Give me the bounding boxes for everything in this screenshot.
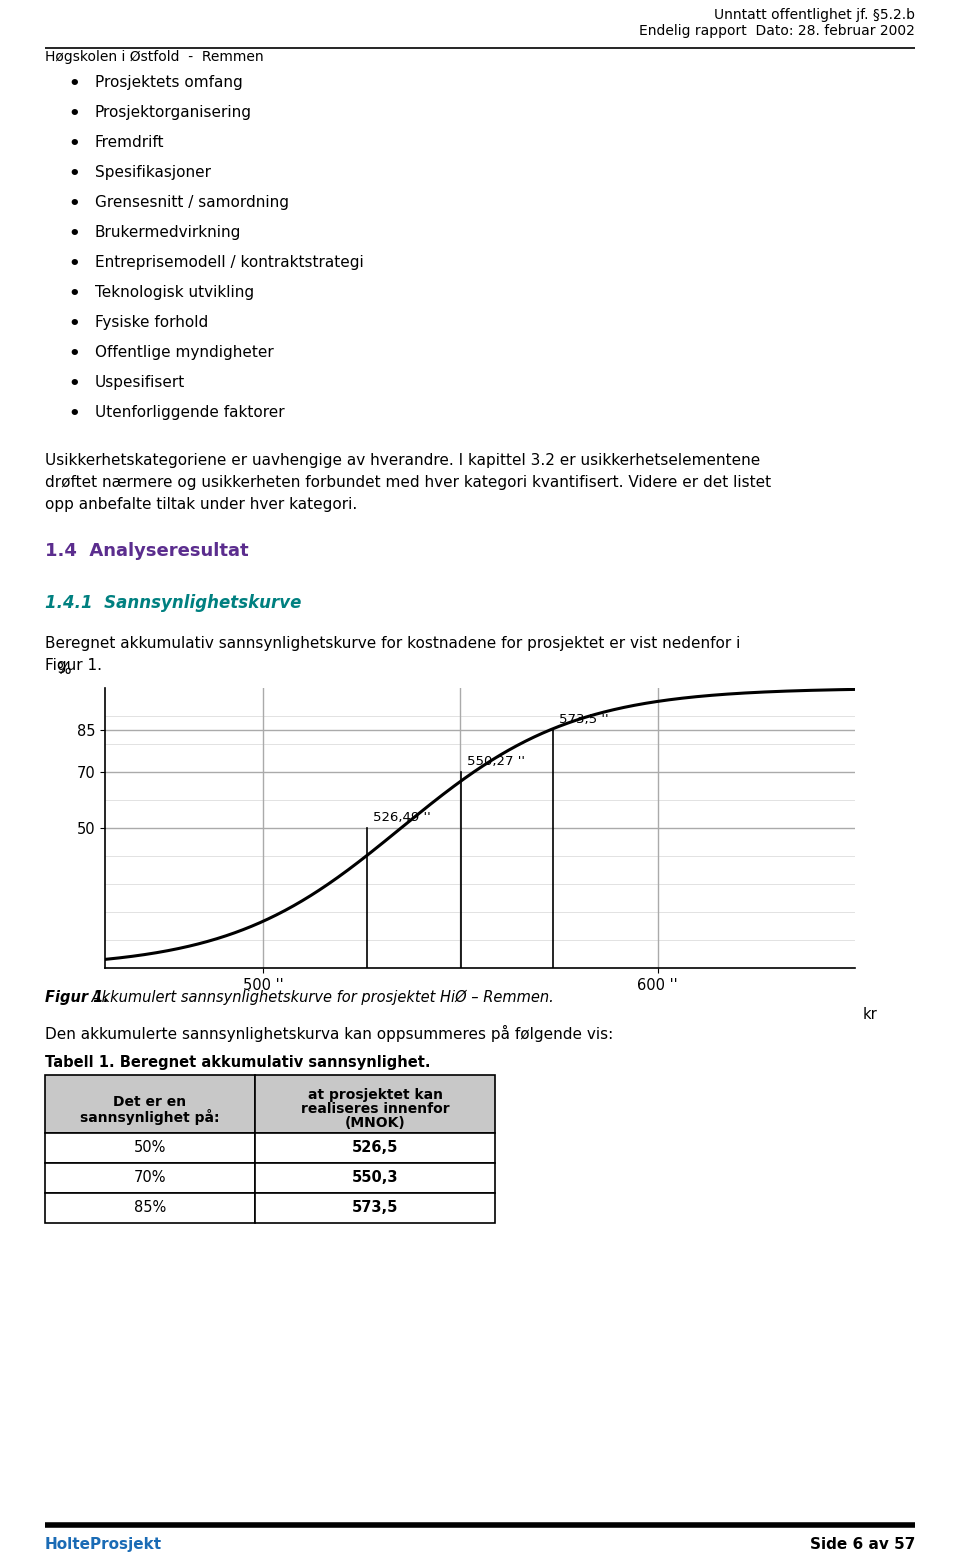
Text: •: • — [68, 255, 80, 273]
Text: Brukermedvirkning: Brukermedvirkning — [95, 226, 241, 240]
Text: 50%: 50% — [133, 1139, 166, 1155]
Text: 70%: 70% — [133, 1169, 166, 1185]
Text: 526,5: 526,5 — [351, 1139, 398, 1155]
Text: Den akkumulerte sannsynlighetskurva kan oppsummeres på følgende vis:: Den akkumulerte sannsynlighetskurva kan … — [45, 1025, 613, 1042]
Text: Fysiske forhold: Fysiske forhold — [95, 315, 208, 331]
Text: Utenforliggende faktorer: Utenforliggende faktorer — [95, 404, 284, 420]
Text: 526,49 '': 526,49 '' — [373, 810, 431, 824]
Text: Det er en: Det er en — [113, 1095, 186, 1109]
Bar — [255, 1075, 495, 1133]
Text: Grensesnitt / samordning: Grensesnitt / samordning — [95, 194, 289, 210]
Text: Endelig rapport  Dato: 28. februar 2002: Endelig rapport Dato: 28. februar 2002 — [639, 24, 915, 38]
Text: Prosjektets omfang: Prosjektets omfang — [95, 75, 243, 89]
Bar — [255, 1133, 495, 1163]
Text: Prosjektorganisering: Prosjektorganisering — [95, 105, 252, 121]
Text: HolteProsjekt: HolteProsjekt — [45, 1537, 162, 1551]
Text: 85%: 85% — [133, 1199, 166, 1214]
Text: realiseres innenfor: realiseres innenfor — [300, 1102, 449, 1116]
Bar — [255, 1163, 495, 1192]
Text: Teknologisk utvikling: Teknologisk utvikling — [95, 285, 254, 299]
Text: •: • — [68, 226, 80, 243]
Text: Spesifikasjoner: Spesifikasjoner — [95, 165, 211, 180]
Text: opp anbefalte tiltak under hver kategori.: opp anbefalte tiltak under hver kategori… — [45, 497, 357, 512]
Text: kr: kr — [863, 1008, 877, 1022]
Text: •: • — [68, 285, 80, 302]
Text: •: • — [68, 194, 80, 213]
Text: Tabell 1. Beregnet akkumulativ sannsynlighet.: Tabell 1. Beregnet akkumulativ sannsynli… — [45, 1055, 430, 1070]
Bar — [45, 1075, 255, 1133]
Text: Entreprisemodell / kontraktstrategi: Entreprisemodell / kontraktstrategi — [95, 255, 364, 270]
Text: •: • — [68, 315, 80, 334]
Text: Beregnet akkumulativ sannsynlighetskurve for kostnadene for prosjektet er vist n: Beregnet akkumulativ sannsynlighetskurve… — [45, 636, 740, 650]
Text: Offentlige myndigheter: Offentlige myndigheter — [95, 345, 274, 360]
Text: 573,5 '': 573,5 '' — [559, 713, 609, 726]
Text: •: • — [68, 404, 80, 423]
Bar — [45, 1192, 255, 1222]
Text: •: • — [68, 75, 80, 92]
Text: Unntatt offentlighet jf. §5.2.b: Unntatt offentlighet jf. §5.2.b — [714, 8, 915, 22]
Text: at prosjektet kan: at prosjektet kan — [307, 1087, 443, 1102]
Bar — [45, 1163, 255, 1192]
Text: 1.4  Analyseresultat: 1.4 Analyseresultat — [45, 542, 249, 559]
Text: •: • — [68, 345, 80, 364]
Text: •: • — [68, 105, 80, 122]
Text: Akkumulert sannsynlighetskurve for prosjektet HiØ – Remmen.: Akkumulert sannsynlighetskurve for prosj… — [87, 990, 554, 1006]
Text: •: • — [68, 135, 80, 154]
Text: Usikkerhetskategoriene er uavhengige av hverandre. I kapittel 3.2 er usikkerhets: Usikkerhetskategoriene er uavhengige av … — [45, 453, 760, 469]
Text: (MNOK): (MNOK) — [345, 1116, 405, 1130]
Text: Uspesifisert: Uspesifisert — [95, 375, 185, 390]
Text: 550,27 '': 550,27 '' — [468, 755, 525, 768]
Bar — [45, 1133, 255, 1163]
Bar — [255, 1192, 495, 1222]
Text: •: • — [68, 375, 80, 393]
Text: Fremdrift: Fremdrift — [95, 135, 164, 150]
Text: 550,3: 550,3 — [351, 1169, 398, 1185]
Text: 1.4.1  Sannsynlighetskurve: 1.4.1 Sannsynlighetskurve — [45, 594, 301, 613]
Text: Side 6 av 57: Side 6 av 57 — [809, 1537, 915, 1551]
Y-axis label: %: % — [57, 661, 71, 677]
Text: Figur 1.: Figur 1. — [45, 658, 102, 672]
Text: 573,5: 573,5 — [351, 1199, 398, 1214]
Text: drøftet nærmere og usikkerheten forbundet med hver kategori kvantifisert. Videre: drøftet nærmere og usikkerheten forbunde… — [45, 475, 771, 490]
Text: •: • — [68, 165, 80, 183]
Text: Høgskolen i Østfold  -  Remmen: Høgskolen i Østfold - Remmen — [45, 50, 264, 64]
Text: sannsynlighet på:: sannsynlighet på: — [81, 1109, 220, 1125]
Text: Figur 1.: Figur 1. — [45, 990, 108, 1004]
